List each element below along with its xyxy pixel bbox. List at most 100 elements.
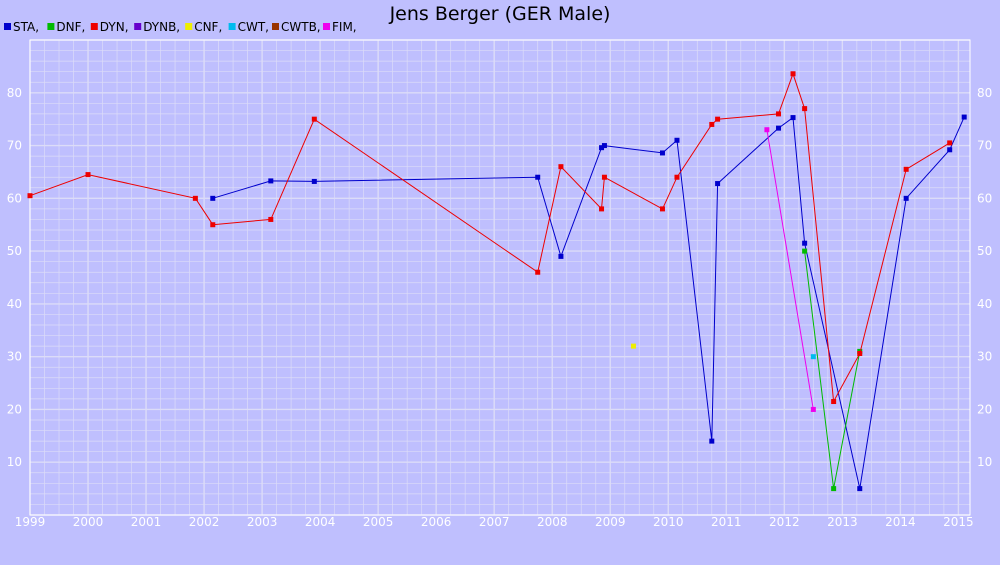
data-point-dyn-5 — [311, 116, 317, 122]
legend-label-0: STA, — [13, 20, 39, 34]
data-point-sta-15 — [903, 195, 909, 201]
x-tick-label-13: 2012 — [769, 515, 800, 529]
data-point-sta-13 — [802, 240, 808, 246]
data-point-sta-0 — [210, 195, 216, 201]
data-point-dyn-13 — [715, 116, 721, 122]
data-point-dyn-9 — [601, 174, 607, 180]
data-point-sta-7 — [659, 150, 665, 156]
y-tick-label-left-1: 20 — [7, 402, 22, 416]
data-point-dyn-8 — [599, 206, 605, 212]
series-sta — [210, 114, 967, 492]
y-tick-label-left-7: 80 — [7, 86, 22, 100]
data-point-dyn-19 — [903, 166, 909, 172]
legend-swatch-7 — [323, 23, 330, 30]
data-point-cnf-0 — [630, 343, 636, 349]
data-point-dyn-7 — [558, 164, 564, 170]
grid — [29, 39, 970, 516]
y-tick-label-right-6: 70 — [977, 139, 992, 153]
x-tick-label-7: 2006 — [421, 515, 452, 529]
x-tick-label-9: 2008 — [537, 515, 568, 529]
legend-label-6: CWTB, — [281, 20, 321, 34]
y-tick-label-left-0: 10 — [7, 455, 22, 469]
data-point-dyn-3 — [210, 222, 216, 228]
data-point-cwt-0 — [810, 354, 816, 360]
y-tick-label-left-4: 50 — [7, 244, 22, 258]
data-point-dyn-6 — [535, 269, 541, 275]
y-tick-label-right-3: 40 — [977, 297, 992, 311]
data-point-dyn-0 — [27, 193, 33, 199]
data-point-dnf-0 — [802, 248, 808, 254]
data-point-sta-16 — [947, 147, 953, 153]
legend: STA, DNF, DYN, DYNB, CNF, CWT, CWTB, FIM, — [4, 20, 357, 34]
y-tick-label-right-7: 80 — [977, 86, 992, 100]
legend-swatch-0 — [4, 23, 11, 30]
data-point-sta-2 — [311, 178, 317, 184]
data-point-sta-8 — [674, 137, 680, 143]
x-tick-label-4: 2003 — [247, 515, 278, 529]
legend-label-1: DNF, — [56, 20, 85, 34]
x-tick-label-1: 2000 — [73, 515, 104, 529]
legend-swatch-6 — [272, 23, 279, 30]
data-point-dyn-18 — [857, 351, 863, 356]
legend-label-7: FIM, — [332, 20, 357, 34]
plot-frame — [29, 39, 971, 516]
legend-label-2: DYN, — [100, 20, 129, 34]
y-tick-label-right-1: 20 — [977, 402, 992, 416]
x-tick-label-3: 2002 — [189, 515, 220, 529]
data-point-sta-11 — [776, 125, 782, 131]
data-point-dyn-12 — [709, 121, 715, 127]
series-line-sta — [212, 116, 965, 489]
data-point-dyn-10 — [659, 206, 665, 212]
x-tick-label-0: 1999 — [15, 515, 46, 529]
legend-label-4: CNF, — [194, 20, 222, 34]
y-tick-label-right-4: 50 — [977, 244, 992, 258]
data-point-dyn-17 — [831, 399, 837, 405]
series-dyn — [27, 71, 953, 405]
y-tick-label-left-5: 60 — [7, 191, 22, 205]
data-point-sta-14 — [857, 486, 863, 492]
x-tick-label-11: 2010 — [653, 515, 684, 529]
y-tick-label-right-5: 60 — [977, 191, 992, 205]
x-tick-label-5: 2004 — [305, 515, 336, 529]
y-tick-label-right-0: 10 — [977, 455, 992, 469]
data-point-sta-6 — [601, 143, 607, 149]
x-tick-label-2: 2001 — [131, 515, 162, 529]
data-point-sta-1 — [268, 178, 274, 184]
chart-title: Jens Berger (GER Male) — [389, 3, 611, 25]
data-point-sta-9 — [709, 438, 715, 444]
data-point-dyn-20 — [947, 140, 953, 146]
legend-label-3: DYNB, — [143, 20, 180, 34]
legend-swatch-4 — [185, 23, 193, 30]
x-tick-label-10: 2009 — [595, 515, 626, 529]
x-tick-label-6: 2005 — [363, 515, 394, 529]
axes: 1999 2000 2001 2002 2003 2004 2005 2006 2007 2008… — [7, 39, 992, 529]
data-point-sta-17 — [961, 114, 967, 120]
x-tick-label-16: 2015 — [943, 515, 974, 529]
data-point-dyn-4 — [268, 216, 274, 222]
series-dnf — [802, 248, 863, 492]
data-point-dyn-16 — [802, 106, 808, 112]
x-tick-label-14: 2013 — [827, 515, 858, 529]
series-layer — [27, 71, 967, 492]
data-point-dnf-1 — [831, 486, 837, 492]
data-point-sta-12 — [790, 115, 796, 121]
data-point-dyn-14 — [776, 111, 782, 117]
data-point-sta-3 — [535, 174, 541, 180]
legend-label-5: CWT, — [238, 20, 269, 34]
x-tick-label-12: 2011 — [711, 515, 742, 529]
series-cnf — [630, 343, 636, 349]
series-line-fim — [766, 129, 814, 410]
data-point-dyn-11 — [674, 174, 680, 180]
y-tick-label-left-2: 30 — [7, 350, 22, 364]
series-line-dyn — [29, 72, 950, 404]
series-cwt — [810, 354, 816, 360]
data-point-sta-4 — [558, 253, 564, 259]
data-point-fim-1 — [810, 406, 816, 412]
data-point-dyn-15 — [790, 71, 796, 77]
y-tick-label-right-2: 30 — [977, 350, 992, 364]
series-fim — [764, 127, 816, 412]
legend-swatch-5 — [228, 23, 236, 30]
legend-swatch-2 — [90, 23, 98, 30]
x-tick-label-15: 2014 — [885, 515, 916, 529]
